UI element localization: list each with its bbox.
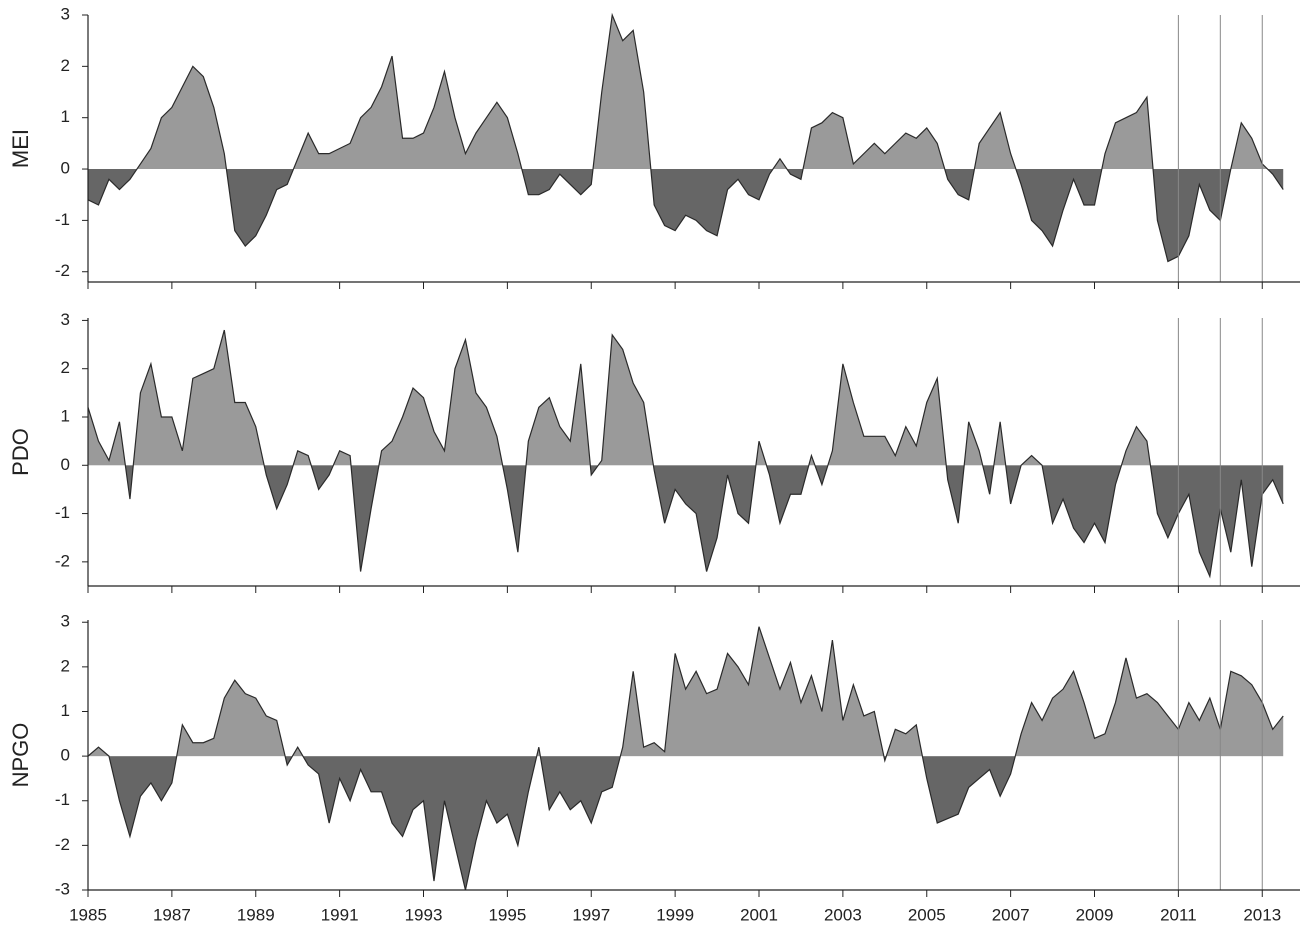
y-tick-label: 0: [61, 455, 70, 474]
y-tick-label: -2: [55, 835, 70, 854]
x-tick-label: 1997: [572, 905, 610, 924]
y-tick-label: 3: [61, 612, 70, 631]
line: [87, 626, 1284, 891]
y-axis-label: MEI: [8, 129, 33, 168]
y-tick-label: -2: [55, 551, 70, 570]
y-axis-label: NPGO: [8, 723, 33, 788]
y-tick-label: 2: [61, 656, 70, 675]
y-tick-label: 0: [61, 159, 70, 178]
x-tick-label: 2011: [1160, 905, 1197, 924]
y-axis-label: PDO: [8, 428, 33, 476]
x-tick-label: 2003: [824, 905, 862, 924]
y-tick-label: 1: [61, 701, 70, 720]
area-negative: [88, 756, 1284, 890]
y-tick-label: -2: [55, 261, 70, 280]
y-tick-label: -1: [55, 503, 70, 522]
x-tick-label: 1987: [153, 905, 191, 924]
x-tick-label: 1993: [405, 905, 443, 924]
x-tick-label: 2013: [1243, 905, 1281, 924]
x-tick-label: 1985: [69, 905, 107, 924]
x-tick-label: 2007: [992, 905, 1030, 924]
x-tick-label: 2009: [1076, 905, 1114, 924]
y-tick-label: 2: [61, 358, 70, 377]
area-negative: [125, 465, 1284, 577]
line: [87, 329, 1284, 579]
area-negative: [88, 169, 1284, 262]
area-positive: [88, 330, 1284, 466]
x-tick-label: 1989: [237, 905, 275, 924]
x-tick-label: 1991: [321, 905, 359, 924]
line: [87, 12, 1284, 263]
x-tick-label: 2001: [740, 905, 778, 924]
y-tick-label: 3: [61, 310, 70, 329]
y-tick-label: 3: [61, 4, 70, 23]
x-tick-label: 2005: [908, 905, 946, 924]
area-positive: [88, 15, 1284, 170]
y-tick-label: 0: [61, 746, 70, 765]
y-tick-label: -1: [55, 210, 70, 229]
y-tick-label: 2: [61, 56, 70, 75]
x-tick-label: 1999: [656, 905, 694, 924]
area-positive: [88, 626, 1284, 757]
y-tick-label: 1: [61, 107, 70, 126]
y-tick-label: -1: [55, 790, 70, 809]
y-tick-label: 1: [61, 406, 70, 425]
y-tick-label: -3: [55, 879, 70, 898]
x-tick-label: 1995: [488, 905, 526, 924]
